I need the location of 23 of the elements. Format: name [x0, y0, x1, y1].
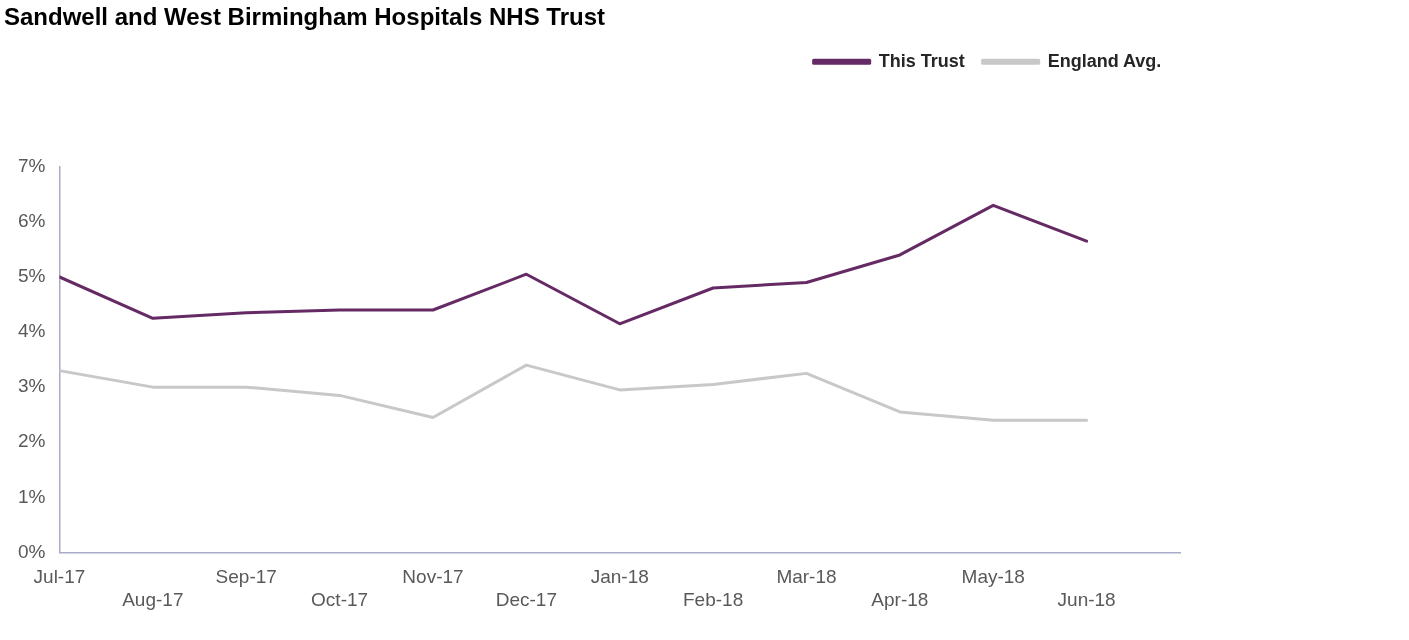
x-tick-label: Jan-18 — [590, 566, 649, 588]
x-tick-label: Nov-17 — [402, 566, 464, 588]
x-tick-label: Apr-18 — [871, 588, 929, 610]
y-tick-label: 6% — [17, 210, 46, 232]
x-tick-label: Jul-17 — [33, 566, 86, 588]
y-tick-label: 5% — [17, 265, 46, 287]
chart-title: Sandwell and West Birmingham Hospitals NHS Trust — [4, 3, 605, 31]
x-tick-label: Aug-17 — [122, 588, 184, 610]
x-tick-label: Sep-17 — [215, 566, 277, 588]
y-tick-label: 1% — [17, 485, 46, 507]
x-tick-label: May-18 — [961, 566, 1025, 588]
x-tick-label: Mar-18 — [776, 566, 837, 588]
y-tick-label: 7% — [17, 155, 46, 177]
x-tick-label: Jun-18 — [1057, 588, 1116, 610]
legend-label: England Avg. — [1047, 50, 1162, 71]
y-tick-label: 0% — [17, 540, 46, 562]
y-tick-label: 3% — [17, 375, 46, 397]
y-tick-label: 4% — [17, 320, 46, 342]
x-tick-label: Dec-17 — [495, 588, 557, 610]
x-tick-label: Oct-17 — [311, 588, 369, 610]
x-tick-label: Feb-18 — [683, 588, 744, 610]
legend-label: This Trust — [878, 50, 965, 71]
y-tick-label: 2% — [17, 430, 46, 452]
